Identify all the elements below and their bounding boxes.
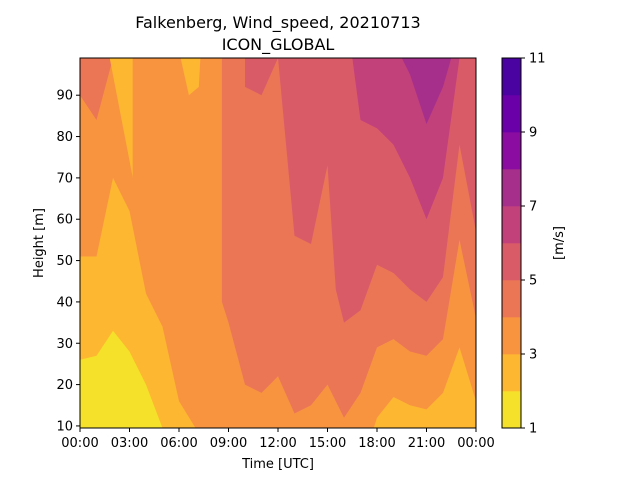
y-tick-label: 40: [56, 295, 73, 310]
colorbar-segment: [502, 58, 521, 96]
colorbar-tick-label: 9: [529, 126, 537, 141]
colorbar-tick-label: 7: [529, 200, 537, 215]
x-tick-label: 03:00: [111, 436, 148, 451]
colorbar-frame: [501, 57, 522, 429]
band-1-2: [80, 330, 163, 428]
y-axis-ticks: 10 20 30 40 50 60 70 80 90: [56, 89, 80, 434]
x-tick-label: 12:00: [259, 436, 296, 451]
band-2-3-tongue: [109, 58, 133, 178]
y-tick-label: 60: [56, 213, 73, 228]
x-tick-label: 00:00: [61, 436, 98, 451]
x-tick-label: 21:00: [408, 436, 445, 451]
colorbar-segment: [502, 243, 521, 281]
chart-subtitle: ICON_GLOBAL: [222, 35, 335, 55]
x-tick-label: 18:00: [358, 436, 395, 451]
colorbar-tick-label: 3: [529, 348, 537, 363]
colorbar-tick-label: 1: [529, 422, 537, 437]
colorbar: [502, 58, 521, 429]
x-tick-label: 06:00: [160, 436, 197, 451]
band-2-3-right: [373, 347, 476, 428]
y-tick-label: 30: [56, 337, 73, 352]
colorbar-segment: [502, 95, 521, 133]
y-tick-label: 50: [56, 254, 73, 269]
y-tick-label: 90: [56, 89, 73, 104]
colorbar-segment: [502, 280, 521, 318]
y-axis-label: Height [m]: [32, 208, 47, 278]
colorbar-ticks: 1 3 5 7 9 11: [521, 52, 546, 437]
x-tick-label: 00:00: [457, 436, 494, 451]
colorbar-segment: [502, 354, 521, 392]
x-axis-ticks: 00:00 03:00 06:00 09:00 12:00 15:00 18:00 21:00…: [61, 428, 495, 451]
colorbar-segment: [502, 206, 521, 244]
band-2-3-pocket: [180, 58, 201, 96]
band-3-4-tongue: [132, 58, 181, 211]
y-tick-label: 80: [56, 130, 73, 145]
band-3-4-island: [200, 58, 222, 87]
colorbar-segment: [502, 132, 521, 170]
colorbar-tick-label: 11: [529, 52, 546, 67]
y-tick-label: 70: [56, 171, 73, 186]
colorbar-segment: [502, 317, 521, 355]
band-3-4-left-edge: [80, 219, 97, 257]
colorbar-tick-label: 5: [529, 274, 537, 289]
y-tick-label: 10: [56, 419, 73, 434]
colorbar-label: [m/s]: [552, 226, 567, 260]
y-tick-label: 20: [56, 378, 73, 393]
band-7-8: [401, 58, 452, 125]
plot-area: [80, 58, 476, 428]
colorbar-segment: [502, 169, 521, 207]
x-axis-label: Time [UTC]: [241, 457, 314, 472]
x-tick-label: 09:00: [210, 436, 247, 451]
colorbar-segment: [502, 391, 521, 429]
x-tick-label: 15:00: [309, 436, 346, 451]
chart-title: Falkenberg, Wind_speed, 20210713: [135, 13, 420, 33]
